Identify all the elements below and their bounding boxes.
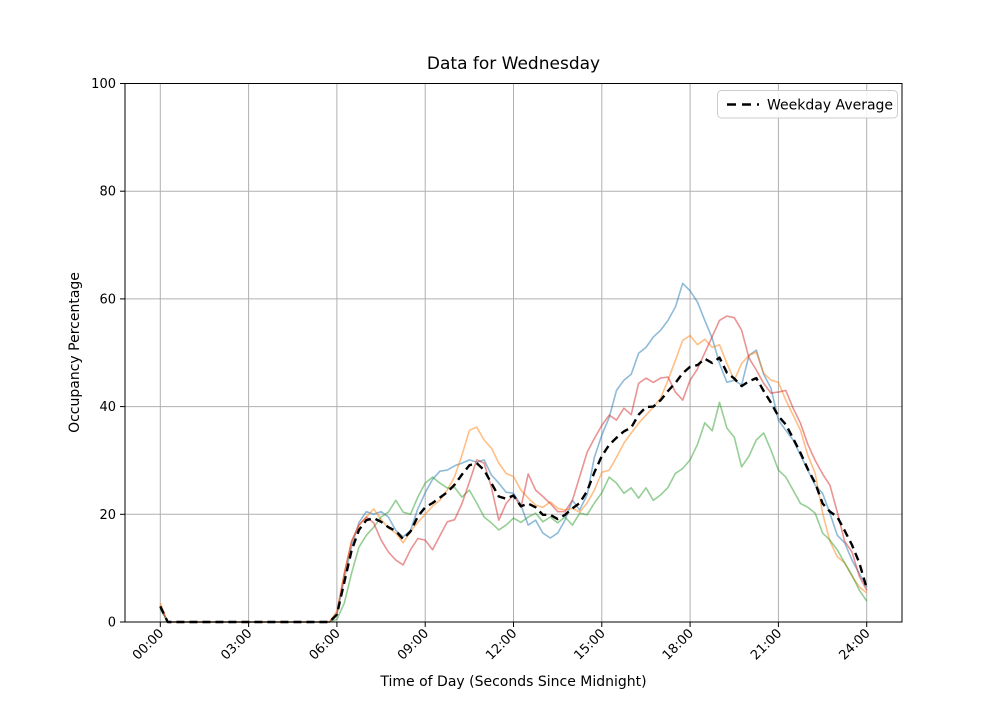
legend-box: Weekday Average xyxy=(717,90,898,119)
y-tick-label: 40 xyxy=(99,400,116,415)
legend-entry-weekday-average: Weekday Average xyxy=(767,98,893,114)
x-tick-label: 00:00 xyxy=(130,626,167,663)
x-tick-label: 18:00 xyxy=(660,626,697,663)
legend-frame xyxy=(717,90,898,119)
grid-layer xyxy=(125,83,902,623)
chart-title: Data for Wednesday xyxy=(427,54,600,74)
y-tick-label: 0 xyxy=(108,616,116,631)
x-tick-label: 03:00 xyxy=(218,626,255,663)
y-tick-label: 60 xyxy=(99,292,116,307)
x-tick-label: 09:00 xyxy=(395,626,432,663)
x-tick-label: 24:00 xyxy=(836,626,873,663)
y-tick-label: 80 xyxy=(99,185,116,200)
x-axis-label: Time of Day (Seconds Since Midnight) xyxy=(379,674,646,690)
x-tick-label: 15:00 xyxy=(572,626,609,663)
series-line-weekday-average xyxy=(159,356,868,624)
y-tick-label: 20 xyxy=(99,508,116,523)
x-tick-label: 21:00 xyxy=(748,626,785,663)
x-tick-label: 12:00 xyxy=(483,626,520,663)
y-tick-label: 100 xyxy=(91,77,116,92)
x-tick-label: 06:00 xyxy=(307,626,344,663)
y-axis-label: Occupancy Percentage xyxy=(67,272,83,433)
